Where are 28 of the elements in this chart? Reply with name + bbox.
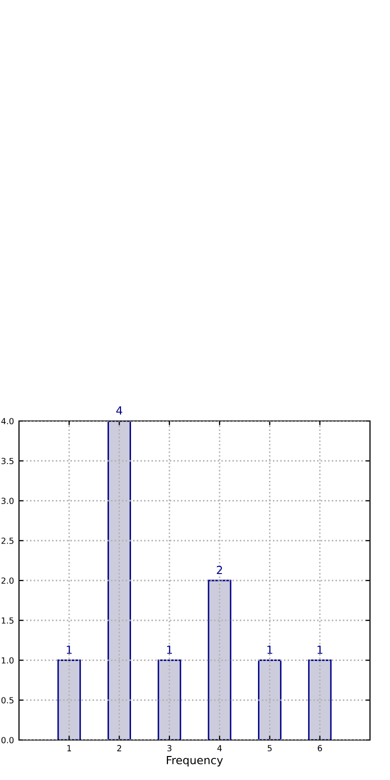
x-tick-label: 3 [167,745,172,752]
data-label: 1 [167,646,172,654]
y-tick-label: 4.0 [1,418,14,424]
y-tick-label: 0.5 [1,697,14,704]
y-tick-label: 1.0 [2,657,14,664]
x-tick-label: 1 [67,745,72,752]
y-tick-label: 2.0 [1,577,14,584]
y-tick-label: 1.5 [2,617,14,624]
bar [108,421,132,740]
y-tick-label: 3.5 [2,458,14,464]
bar [208,580,232,740]
bar [258,660,282,740]
data-label: 1 [267,646,272,654]
x-axis-title: Frequency [166,756,223,766]
bar [57,660,81,740]
bar [158,660,182,740]
x-tick-label: 5 [268,745,272,752]
y-tick-label: 0.0 [1,736,14,744]
y-tick-label: 2.5 [1,538,14,544]
x-tick-label: 2 [117,745,122,752]
x-tick-label: 6 [318,745,322,752]
data-label: 4 [116,406,122,415]
bar [308,660,332,740]
x-tick-label: 4 [217,745,222,752]
y-tick-label: 3.0 [2,498,14,504]
data-label: 1 [318,646,322,654]
data-label: 2 [216,566,222,574]
data-label: 1 [66,646,72,654]
